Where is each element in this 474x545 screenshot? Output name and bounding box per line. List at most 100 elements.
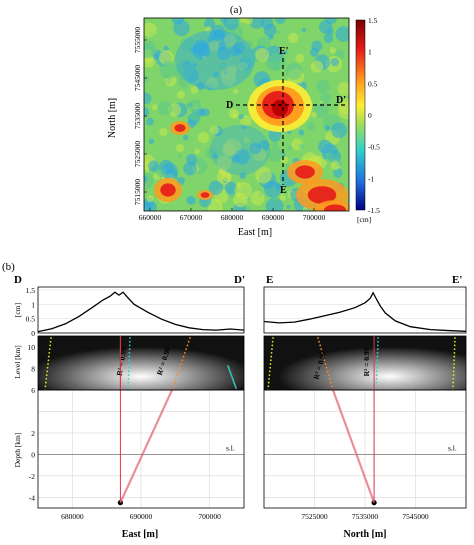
edge-dots [452,381,455,384]
label-e-prime: E' [279,46,289,57]
edge-dots [376,344,379,347]
r2-annotation: R² = 0.99 [362,347,371,376]
edge-dots [453,340,456,343]
edge-dots [174,377,177,380]
depth-ytick: 0 [31,450,35,459]
level-image-e [264,336,466,390]
edge-dots [269,359,272,362]
edge-dots [47,359,50,362]
depth-ytick: -4 [29,493,35,502]
colorbar-tick: 0 [368,111,372,120]
deformation-line [37,291,245,333]
edge-dots [189,337,191,339]
edge-dots [173,381,176,384]
edge-dots [127,374,130,377]
edge-dots [129,337,131,339]
edge-dots [319,344,322,347]
map-ytick: 7555000 [133,27,142,54]
edge-dots [377,340,379,343]
edge-dots [44,381,47,384]
colorbar-unit: [cm] [357,215,371,224]
edge-dots [128,340,131,343]
edge-dots [229,371,232,374]
edge-dots [227,366,230,369]
edge-dots [452,385,455,388]
edge-dots [267,385,270,388]
edge-dots [128,359,131,362]
edge-dots [186,344,189,347]
edge-dots [128,351,131,354]
edge-dots [49,340,52,343]
edge-dots [47,355,50,358]
edge-dots [453,363,455,365]
map-xtick: 700000 [303,213,326,222]
panel-a-label: (a) [230,4,243,16]
edge-dots [375,377,378,380]
slanted-fit-line [331,389,376,504]
edge-dots [323,359,326,362]
edge-dots [377,337,379,339]
edge-dots [229,372,232,375]
edge-dots [181,359,184,362]
edge-dots [50,337,52,339]
colorbar-tick: -0.5 [368,143,380,152]
edge-dots [453,355,456,358]
label-d: D [226,100,233,111]
edge-dots [375,370,378,373]
profile-e-panel: E E' R² = 0.99 R² = 0.99 7525000 7535000 75… [263,274,467,540]
edge-dots [128,344,131,347]
depth-ytick: 2 [31,429,35,438]
colorbar-tick: 1.5 [368,16,378,25]
edge-dots [268,377,270,380]
colorbar-tick: -1 [368,174,374,183]
map-xtick: 690000 [262,213,285,222]
deformation-map: D D' E E' 660000 670000 680000 690000 700000… [107,16,380,238]
level-axis-label: Level [km] [13,345,22,379]
edge-dots [46,366,49,369]
edge-dots [269,366,272,369]
edge-dots [228,368,231,371]
edge-dots [231,377,234,380]
edge-dots [231,376,233,378]
edge-dots [177,370,180,373]
map-ytick: 7545000 [133,65,142,92]
edge-dots [376,351,379,354]
map-xlabel: East [m] [238,227,272,238]
profile-d-end: D' [234,274,245,286]
edge-dots [228,369,231,372]
level-ytick: 10 [28,343,36,352]
profile-d-start: D [14,274,22,286]
edge-dots [44,385,47,388]
deformation-line [263,291,467,332]
edge-dots [328,377,331,380]
edge-dots [45,377,48,380]
edge-dots [270,355,273,358]
map-ylabel: North [m] [107,98,118,138]
edge-dots [452,366,455,369]
edge-dots [128,348,131,351]
edge-dots [320,348,323,351]
edge-dots [48,348,51,351]
cm-ytick: 0 [31,329,35,338]
section-xtick: 7525000 [301,512,328,521]
slanted-fit-line [119,389,174,504]
edge-dots [267,381,270,384]
cm-ytick: 1 [31,300,35,309]
depth-axis-label: Depth [km] [13,433,22,468]
edge-dots [230,374,233,377]
edge-dots [187,340,190,343]
edge-dots [268,374,271,377]
level-image-d [38,336,244,390]
panel-b-label: (b) [2,261,15,273]
map-ytick: 7515000 [133,179,142,206]
edge-dots [271,348,273,351]
edge-dots [453,351,456,354]
sea-level-label: s.l. [448,443,457,452]
edge-dots [49,344,52,347]
colorbar [355,19,366,211]
level-ytick: 8 [31,364,35,373]
cm-ytick: 0.5 [26,315,36,324]
edge-dots [47,363,49,365]
edge-dots [127,381,130,384]
edge-dots [127,377,130,380]
